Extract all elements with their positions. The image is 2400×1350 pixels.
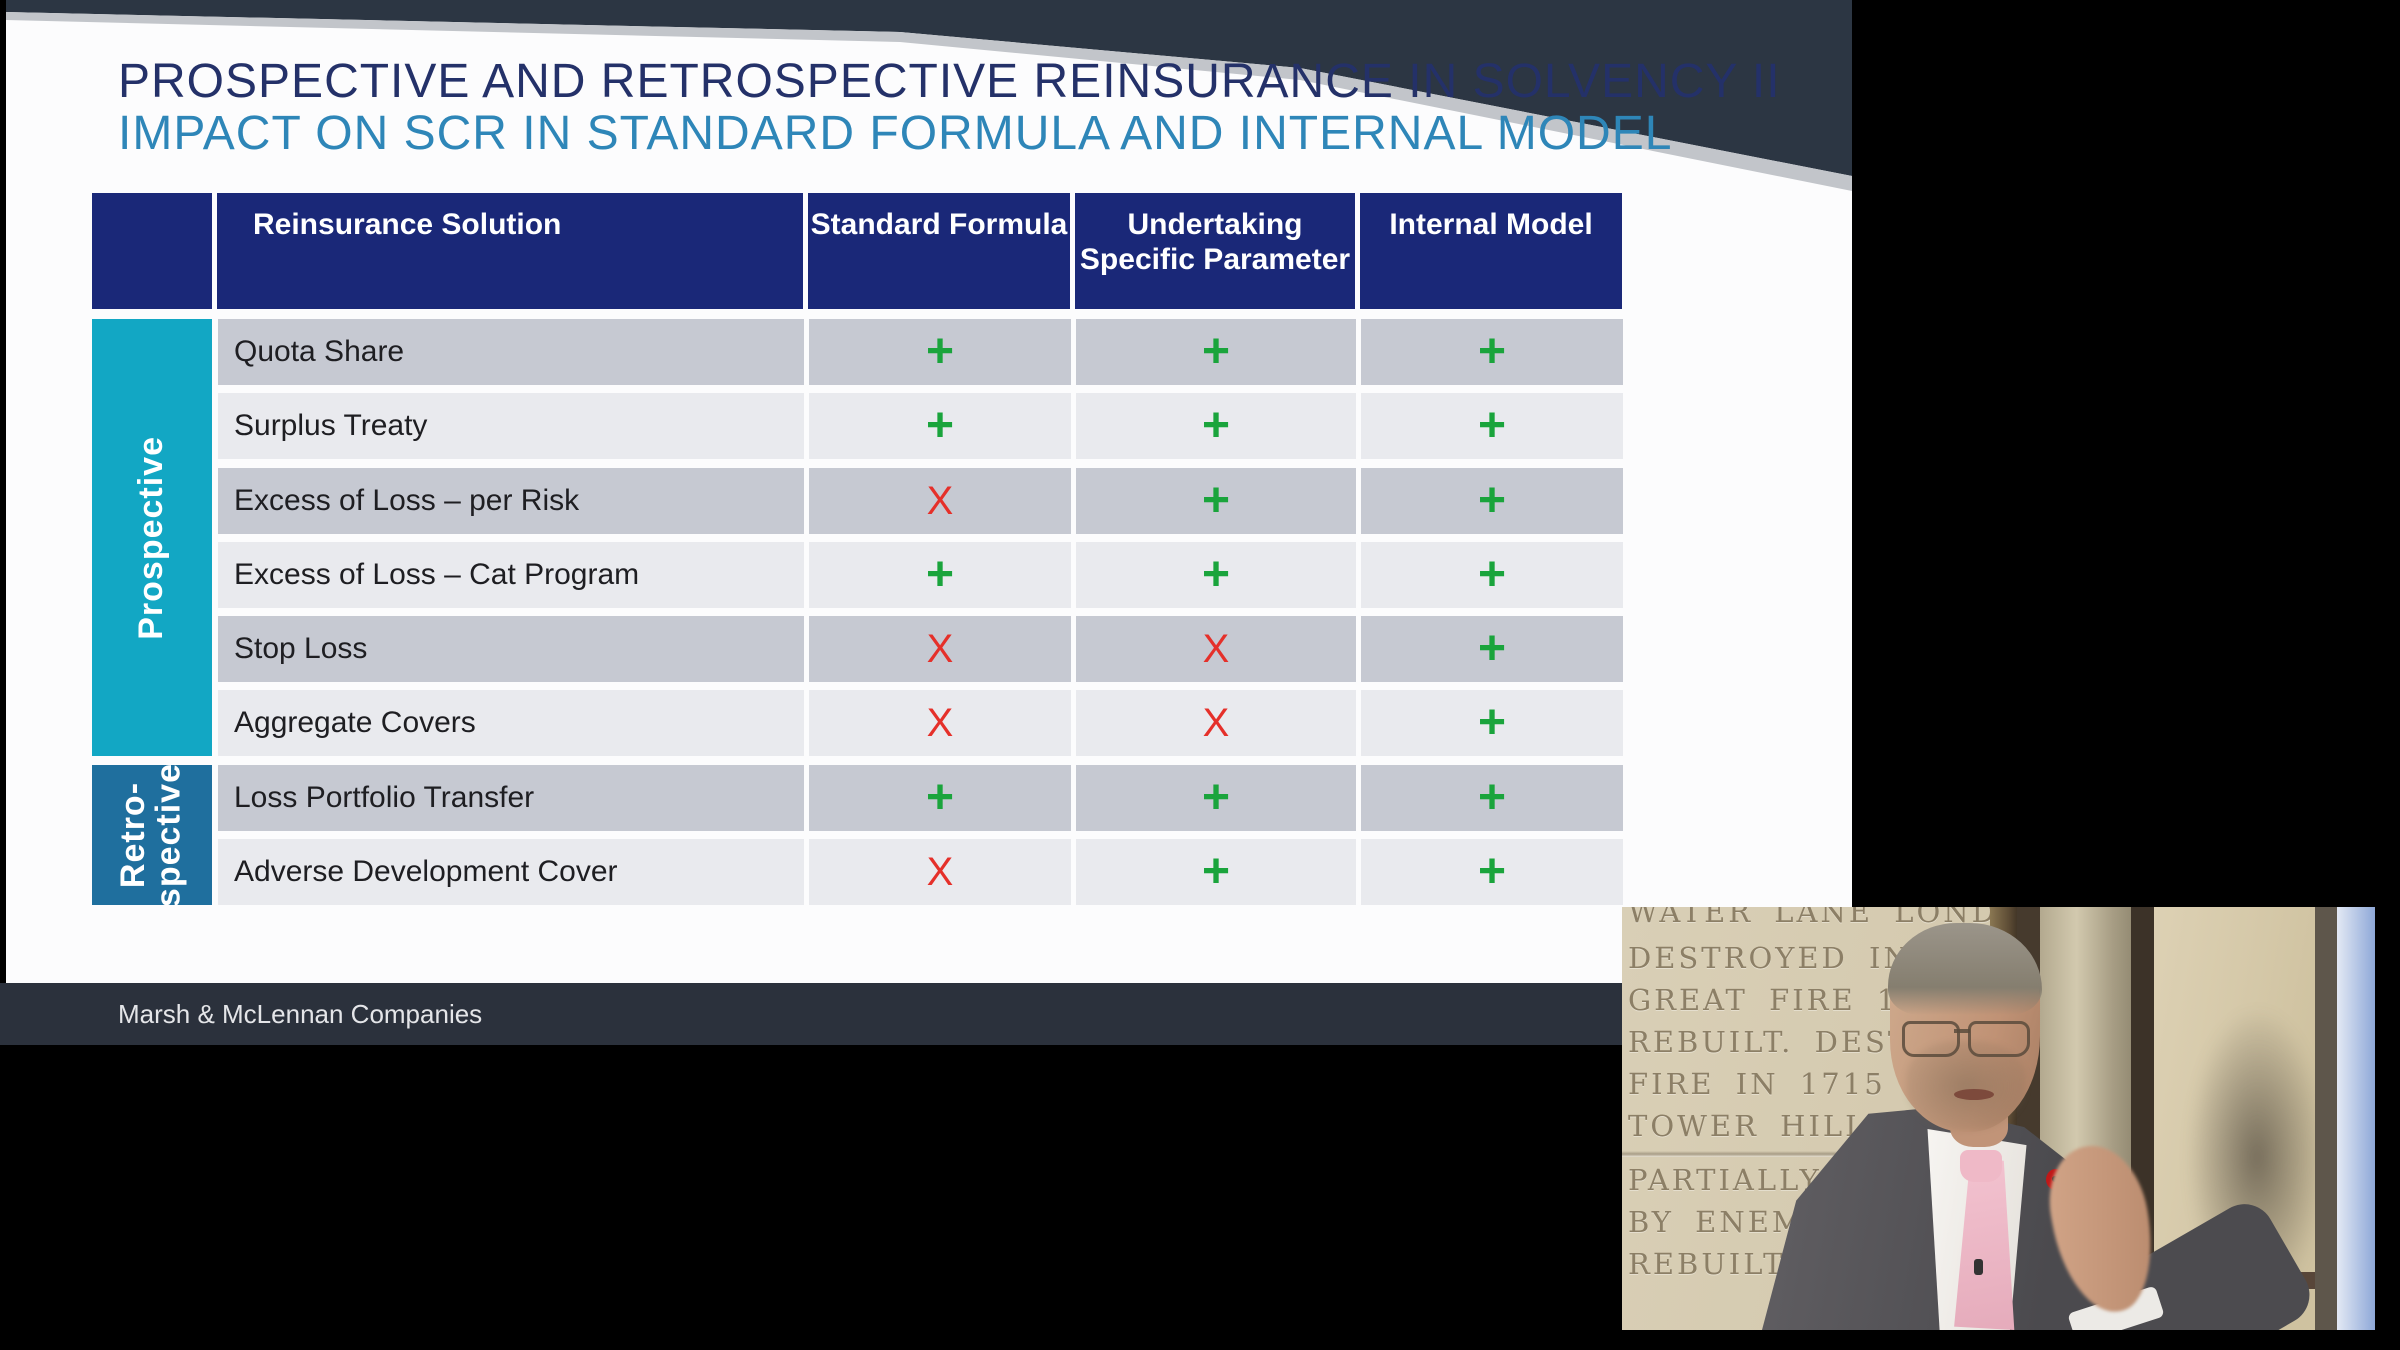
mark: + <box>1201 770 1231 824</box>
mark: X <box>926 701 954 746</box>
mark: + <box>1477 399 1507 453</box>
mark: + <box>925 399 955 453</box>
glasses-lens <box>1902 1021 1960 1057</box>
cell-standard-formula: X <box>809 839 1071 906</box>
slide-title: PROSPECTIVE AND RETROSPECTIVE REINSURANC… <box>118 55 1781 108</box>
mark: X <box>926 478 954 523</box>
mark: + <box>1201 473 1231 527</box>
cell-usp: X <box>1076 616 1356 683</box>
company-name: Marsh & McLennan Companies <box>118 998 483 1029</box>
table-header-undertaking-specific-parameter: Undertaking Specific Parameter <box>1075 193 1355 309</box>
mark: + <box>1477 547 1507 601</box>
row-group-prospective: Prospective <box>92 319 212 756</box>
presenter-mouth <box>1954 1089 1994 1100</box>
cell-internal-model: + <box>1361 393 1623 460</box>
presenter-tie-knot <box>1960 1150 2002 1182</box>
table-row: Adverse Development Cover X + + <box>218 839 1627 906</box>
mark: + <box>1201 325 1231 378</box>
cell-usp: + <box>1076 839 1356 906</box>
row-group-sidebar: Prospective Retro- spective <box>92 319 212 908</box>
table-row: Surplus Treaty + + + <box>218 393 1627 460</box>
row-group-label: Prospective <box>132 435 171 640</box>
window-frame-bar <box>2315 907 2337 1330</box>
cell-internal-model: + <box>1361 616 1623 683</box>
table-row: Quota Share + + + <box>218 319 1627 385</box>
row-group-label: Retro- spective <box>114 762 188 908</box>
presenter-video: WATER LANE LONDON 1660 DESTROYED IN THE … <box>1622 907 2375 1330</box>
cell-usp: + <box>1076 764 1356 831</box>
cell-usp: + <box>1076 393 1356 460</box>
mark: X <box>926 627 954 672</box>
cell-internal-model: + <box>1361 839 1623 906</box>
cell-internal-model: + <box>1361 690 1623 757</box>
row-label: Aggregate Covers <box>218 690 804 757</box>
table-row: Excess of Loss – per Risk X + + <box>218 467 1627 534</box>
mark: + <box>1477 473 1507 527</box>
mark: X <box>1202 701 1230 746</box>
table-header-corner <box>92 193 212 309</box>
mark: + <box>1477 770 1507 824</box>
cell-internal-model: + <box>1361 541 1623 608</box>
row-label: Excess of Loss – Cat Program <box>218 541 804 608</box>
cell-standard-formula: + <box>809 319 1071 385</box>
table-row: Stop Loss X X + <box>218 616 1627 683</box>
mark: + <box>925 325 955 378</box>
row-label: Quota Share <box>218 319 804 385</box>
row-label: Adverse Development Cover <box>218 839 804 906</box>
slide-subtitle: IMPACT ON SCR IN STANDARD FORMULA AND IN… <box>118 107 1673 160</box>
cell-standard-formula: + <box>809 764 1071 831</box>
cell-standard-formula: X <box>809 690 1071 757</box>
glasses-bridge <box>1954 1029 1970 1033</box>
cell-standard-formula: + <box>809 541 1071 608</box>
cell-usp: X <box>1076 690 1356 757</box>
cell-standard-formula: X <box>809 616 1071 683</box>
table-row: Excess of Loss – Cat Program + + + <box>218 541 1627 608</box>
table-header-reinsurance-solution: Reinsurance Solution <box>217 193 803 309</box>
row-label: Stop Loss <box>218 616 804 683</box>
mark: + <box>925 770 955 824</box>
mark: + <box>1201 845 1231 899</box>
cell-usp: + <box>1076 467 1356 534</box>
mark: + <box>1201 547 1231 601</box>
table-header-internal-model: Internal Model <box>1360 193 1622 309</box>
top-banner-graphic <box>6 0 1852 191</box>
presenter-glasses <box>1902 1021 2034 1057</box>
row-label: Loss Portfolio Transfer <box>218 764 804 831</box>
cell-standard-formula: + <box>809 393 1071 460</box>
mark: X <box>1202 627 1230 672</box>
window-light-strip <box>2337 907 2375 1330</box>
slide-footer-bar: Marsh & McLennan Companies <box>0 983 1622 1045</box>
mark: + <box>1477 325 1507 378</box>
mark: X <box>926 850 954 895</box>
cell-internal-model: + <box>1361 467 1623 534</box>
cell-internal-model: + <box>1361 319 1623 385</box>
table-row: Aggregate Covers X X + <box>218 690 1627 757</box>
table-row: Loss Portfolio Transfer + + + <box>218 764 1627 831</box>
row-group-retrospective: Retro- spective <box>92 762 212 908</box>
presentation-slide: PROSPECTIVE AND RETROSPECTIVE REINSURANC… <box>6 0 1852 983</box>
presenter-head <box>1888 923 2042 1132</box>
table-header-row: Reinsurance Solution Standard Formula Un… <box>92 193 1622 309</box>
table-body: Quota Share + + + Surplus Treaty + + + E… <box>218 319 1627 906</box>
cell-internal-model: + <box>1361 764 1623 831</box>
presenter-hair <box>1888 923 2042 1015</box>
mark: + <box>1477 845 1507 899</box>
table-header-standard-formula: Standard Formula <box>808 193 1070 309</box>
mark: + <box>1201 399 1231 453</box>
mark: + <box>1477 696 1507 750</box>
cell-standard-formula: X <box>809 467 1071 534</box>
mark: + <box>1477 622 1507 676</box>
row-label: Excess of Loss – per Risk <box>218 467 804 534</box>
mark: + <box>925 547 955 601</box>
glasses-lens <box>1968 1021 2030 1057</box>
cell-usp: + <box>1076 319 1356 385</box>
row-label: Surplus Treaty <box>218 393 804 460</box>
cell-usp: + <box>1076 541 1356 608</box>
lapel-microphone <box>1974 1259 1983 1275</box>
